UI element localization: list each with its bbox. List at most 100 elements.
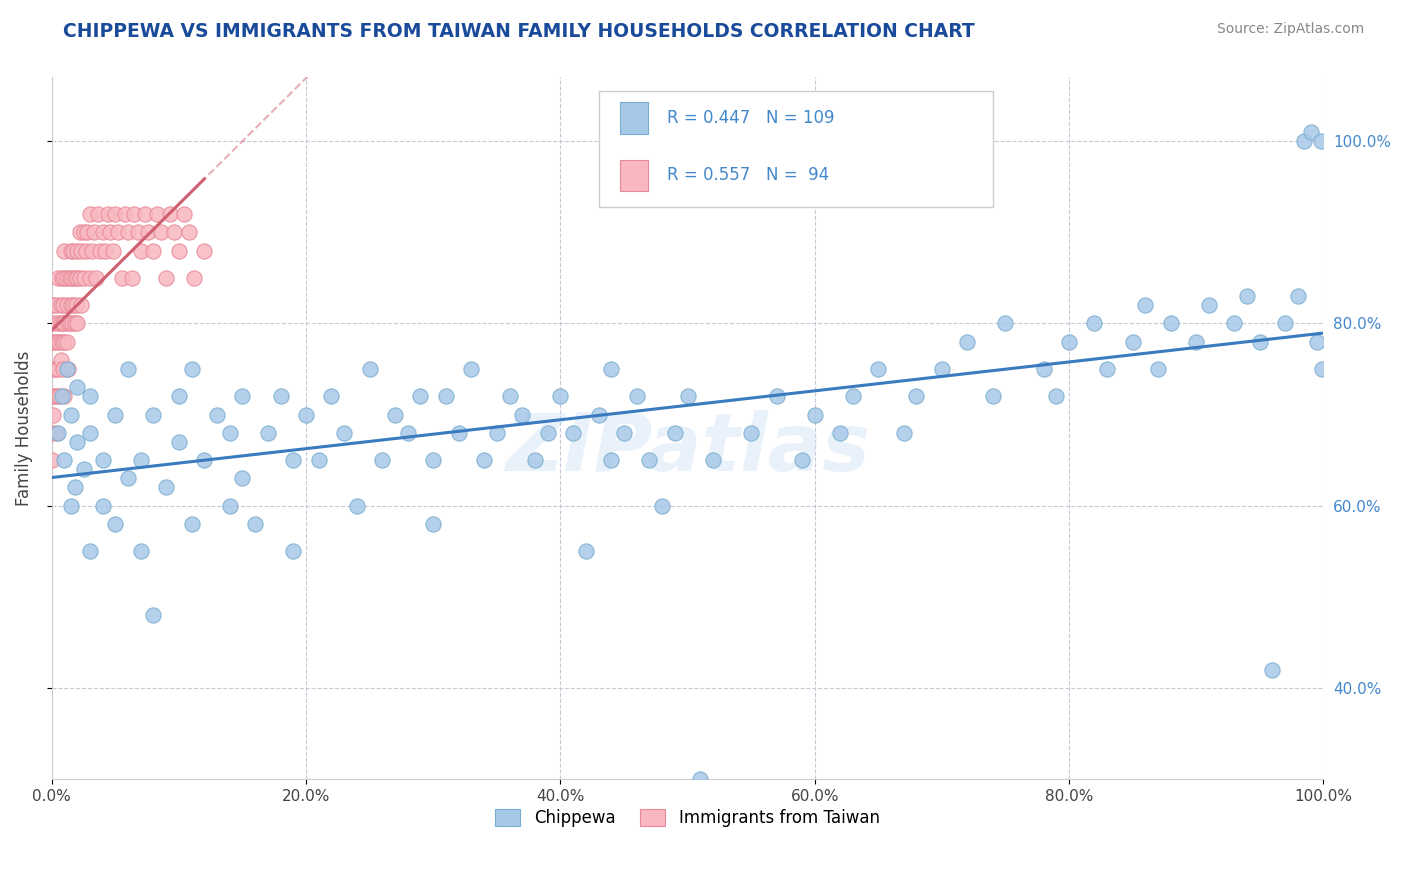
Point [91,453,114,467]
Point [981,389,1004,403]
Point [53,389,76,403]
Point [66,317,89,331]
Point [167,244,190,258]
Point [45,425,67,440]
Text: R = 0.557   N =  94: R = 0.557 N = 94 [668,166,830,185]
Point [283,544,305,558]
Point [562,425,585,440]
Point [295,408,318,422]
Point [177,225,200,239]
Point [409,389,432,403]
Point [69,271,91,285]
Point [129,244,152,258]
Point [60,271,83,285]
Point [359,362,381,376]
Point [94,244,117,258]
Point [994,317,1017,331]
Point [803,408,825,422]
Point [101,244,124,258]
Legend: Chippewa, Immigrants from Taiwan: Chippewa, Immigrants from Taiwan [489,802,886,834]
Point [1045,389,1067,403]
Point [117,471,139,485]
Point [905,389,928,403]
Point [1223,317,1246,331]
Point [76,225,98,239]
Point [58,362,80,376]
Point [97,207,120,221]
Point [41,334,63,349]
Point [58,271,80,285]
Bar [620,160,648,191]
Point [60,317,83,331]
Point [124,207,146,221]
Point [46,271,69,285]
Point [117,362,139,376]
Point [117,225,139,239]
Point [53,244,76,258]
Point [790,453,813,467]
Point [51,389,73,403]
Point [830,425,852,440]
Point [138,225,160,239]
Point [523,453,546,467]
Point [664,425,686,440]
Point [163,225,186,239]
Point [41,389,63,403]
FancyBboxPatch shape [599,92,993,207]
Point [107,225,129,239]
Point [1083,317,1105,331]
Point [167,434,190,449]
Text: CHIPPEWA VS IMMIGRANTS FROM TAIWAN FAMILY HOUSEHOLDS CORRELATION CHART: CHIPPEWA VS IMMIGRANTS FROM TAIWAN FAMIL… [63,22,974,41]
Point [53,334,76,349]
Point [270,389,292,403]
Point [75,244,97,258]
Point [48,389,70,403]
Point [1135,298,1157,312]
Point [53,271,76,285]
Point [66,244,89,258]
Point [58,317,80,331]
Point [129,453,152,467]
Point [69,225,91,239]
Point [58,317,80,331]
Point [689,772,711,786]
Point [1249,334,1271,349]
Point [575,544,598,558]
Point [66,271,89,285]
Point [218,425,240,440]
Point [1095,362,1118,376]
Point [600,453,623,467]
Point [537,425,560,440]
Point [1185,334,1208,349]
Point [53,317,76,331]
Point [600,362,623,376]
Point [231,471,253,485]
Point [155,480,177,494]
Point [42,362,65,376]
Point [550,389,572,403]
Point [321,389,343,403]
Point [42,408,65,422]
Point [1306,334,1329,349]
Point [84,271,107,285]
Point [63,271,86,285]
Point [49,317,72,331]
Point [384,408,406,422]
Point [1236,289,1258,303]
Point [72,462,94,476]
Point [62,244,84,258]
Point [142,244,165,258]
Point [626,389,648,403]
Point [180,362,202,376]
Point [65,298,87,312]
Point [180,516,202,531]
Point [702,453,724,467]
Point [45,362,67,376]
Point [218,499,240,513]
Point [868,362,890,376]
Point [245,516,267,531]
Point [46,362,69,376]
Point [472,453,495,467]
Point [434,389,457,403]
Point [59,408,82,422]
